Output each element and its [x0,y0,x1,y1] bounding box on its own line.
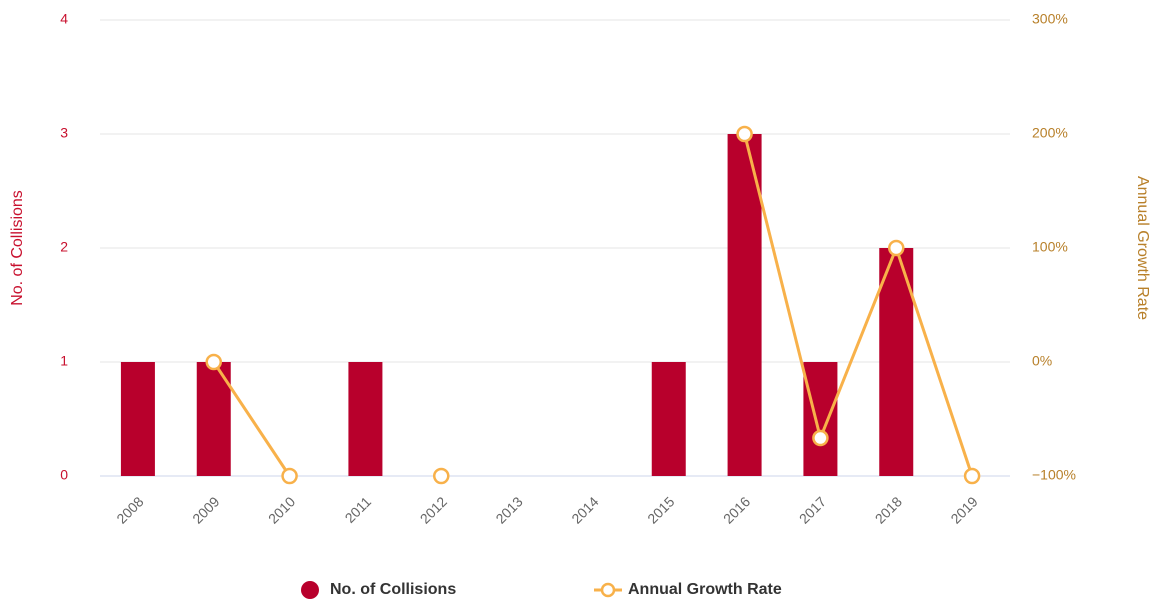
x-tick-label: 2010 [265,493,298,526]
legend-symbol [600,582,616,598]
bar [120,362,155,476]
x-tick-label: 2018 [872,493,905,526]
bar [727,134,762,476]
y2-tick-label: 0% [1032,353,1052,369]
line-marker [205,353,222,371]
bar [651,362,686,476]
bar [803,362,838,476]
line-marker [888,239,905,257]
line-marker [736,125,753,143]
x-tick-label: 2016 [720,493,753,526]
line-marker [963,467,981,485]
line [212,133,974,477]
legend-label: Annual Growth Rate [628,581,782,598]
legend-label: No. of Collisions [330,581,456,598]
x-tick-label: 2012 [417,493,450,526]
y-tick-label: 2 [60,239,68,255]
line-marker [281,467,298,485]
y2-axis-title: Annual Growth Rate [1134,176,1151,320]
y-tick-label: 3 [60,125,68,141]
y2-tick-label: 300% [1032,11,1068,27]
bar [348,362,383,476]
y-tick-label: 0 [60,467,68,483]
y2-tick-label: −100% [1032,467,1076,483]
legend-symbol [301,581,319,599]
y-tick-label: 1 [60,353,68,369]
x-tick-label: 2011 [342,493,375,526]
x-tick-label: 2017 [796,493,829,526]
y-axis-title: No. of Collisions [9,190,26,306]
line-marker [433,467,450,485]
y-tick-label: 4 [60,11,68,27]
y2-tick-label: 200% [1032,125,1068,141]
line-marker [812,429,829,447]
x-tick-label: 2015 [644,493,677,526]
x-tick-label: 2019 [947,493,980,526]
x-tick-label: 2008 [113,493,146,526]
x-tick-label: 2014 [568,493,601,526]
x-tick-label: 2013 [492,493,525,526]
y2-tick-label: 100% [1032,239,1068,255]
x-tick-label: 2009 [189,493,222,526]
